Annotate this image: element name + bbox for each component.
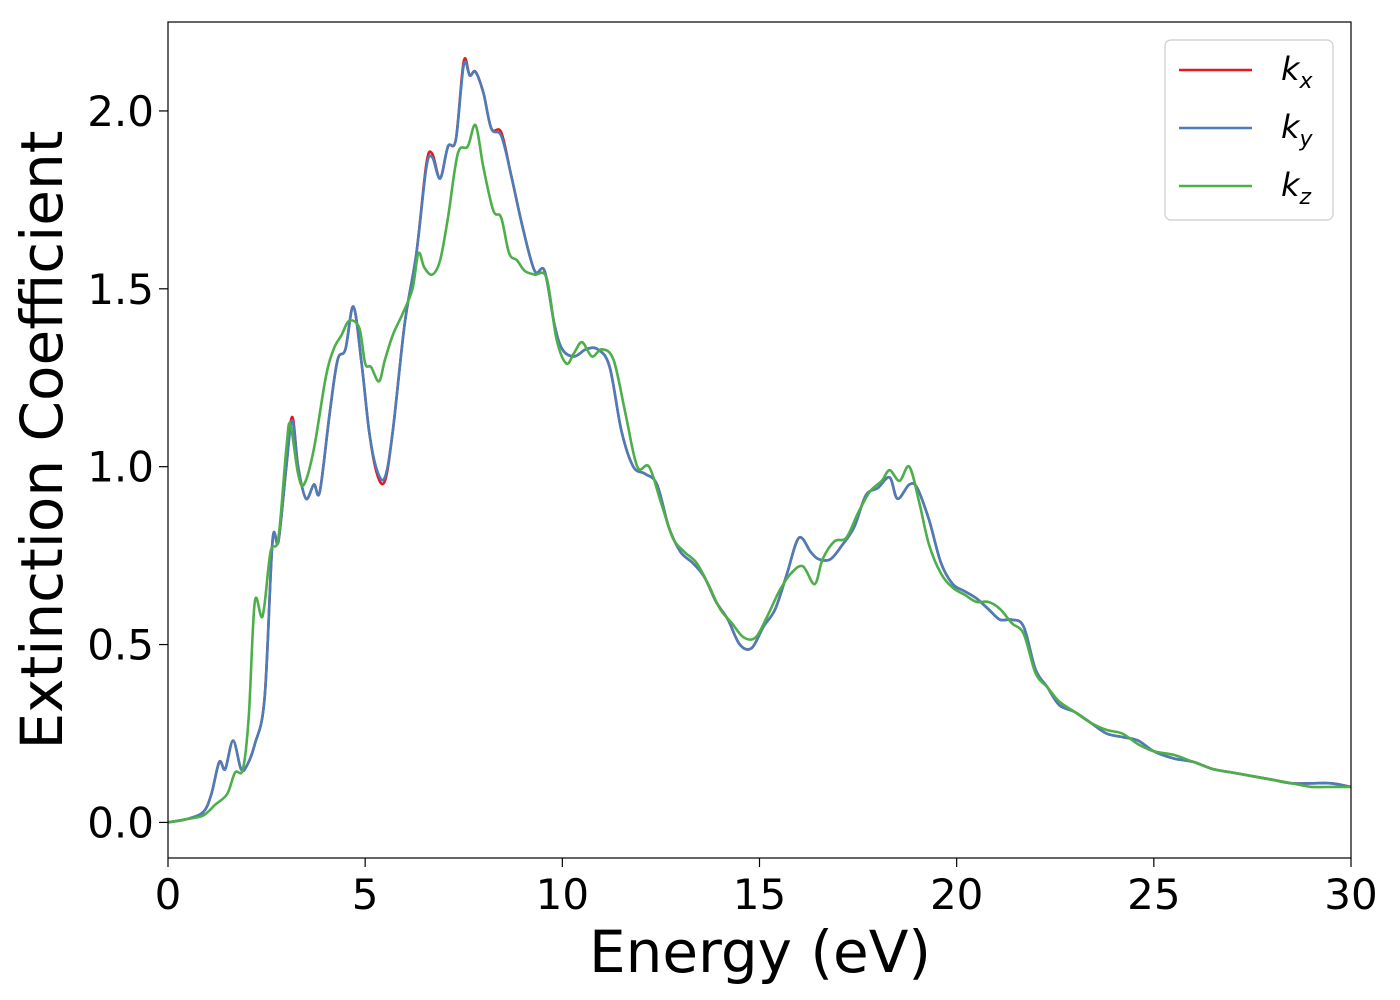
series-line-z — [167, 123, 1352, 824]
series-line-y — [167, 60, 1352, 824]
legend-label-z: kz — [1281, 166, 1312, 210]
y-axis-title: Extinction Coefficient — [8, 131, 76, 750]
y-tick-label: 0.0 — [87, 798, 154, 847]
x-axis-ticks: 0 5 10 15 20 25 30 — [155, 858, 1378, 919]
x-tick-label: 10 — [536, 870, 589, 919]
y-axis-ticks: 0.0 0.5 1.0 1.5 2.0 — [87, 87, 168, 847]
x-tick-label: 15 — [733, 870, 786, 919]
x-tick-label: 5 — [352, 870, 379, 919]
legend-label-y: ky — [1281, 108, 1314, 152]
y-tick-label: 1.0 — [87, 443, 154, 492]
y-tick-label: 1.5 — [87, 265, 154, 314]
x-tick-label: 20 — [930, 870, 983, 919]
x-tick-label: 0 — [155, 870, 182, 919]
series-layer — [167, 57, 1352, 824]
plot-area — [168, 22, 1351, 858]
y-tick-label: 0.5 — [87, 621, 154, 670]
legend-box — [1164, 39, 1334, 221]
legend-label-x: kx — [1281, 50, 1314, 94]
y-tick-label: 2.0 — [87, 87, 154, 136]
x-tick-label: 30 — [1324, 870, 1377, 919]
x-axis-title: Energy (eV) — [589, 918, 931, 986]
legend: kx ky kz — [1164, 39, 1334, 221]
x-tick-label: 25 — [1127, 870, 1180, 919]
